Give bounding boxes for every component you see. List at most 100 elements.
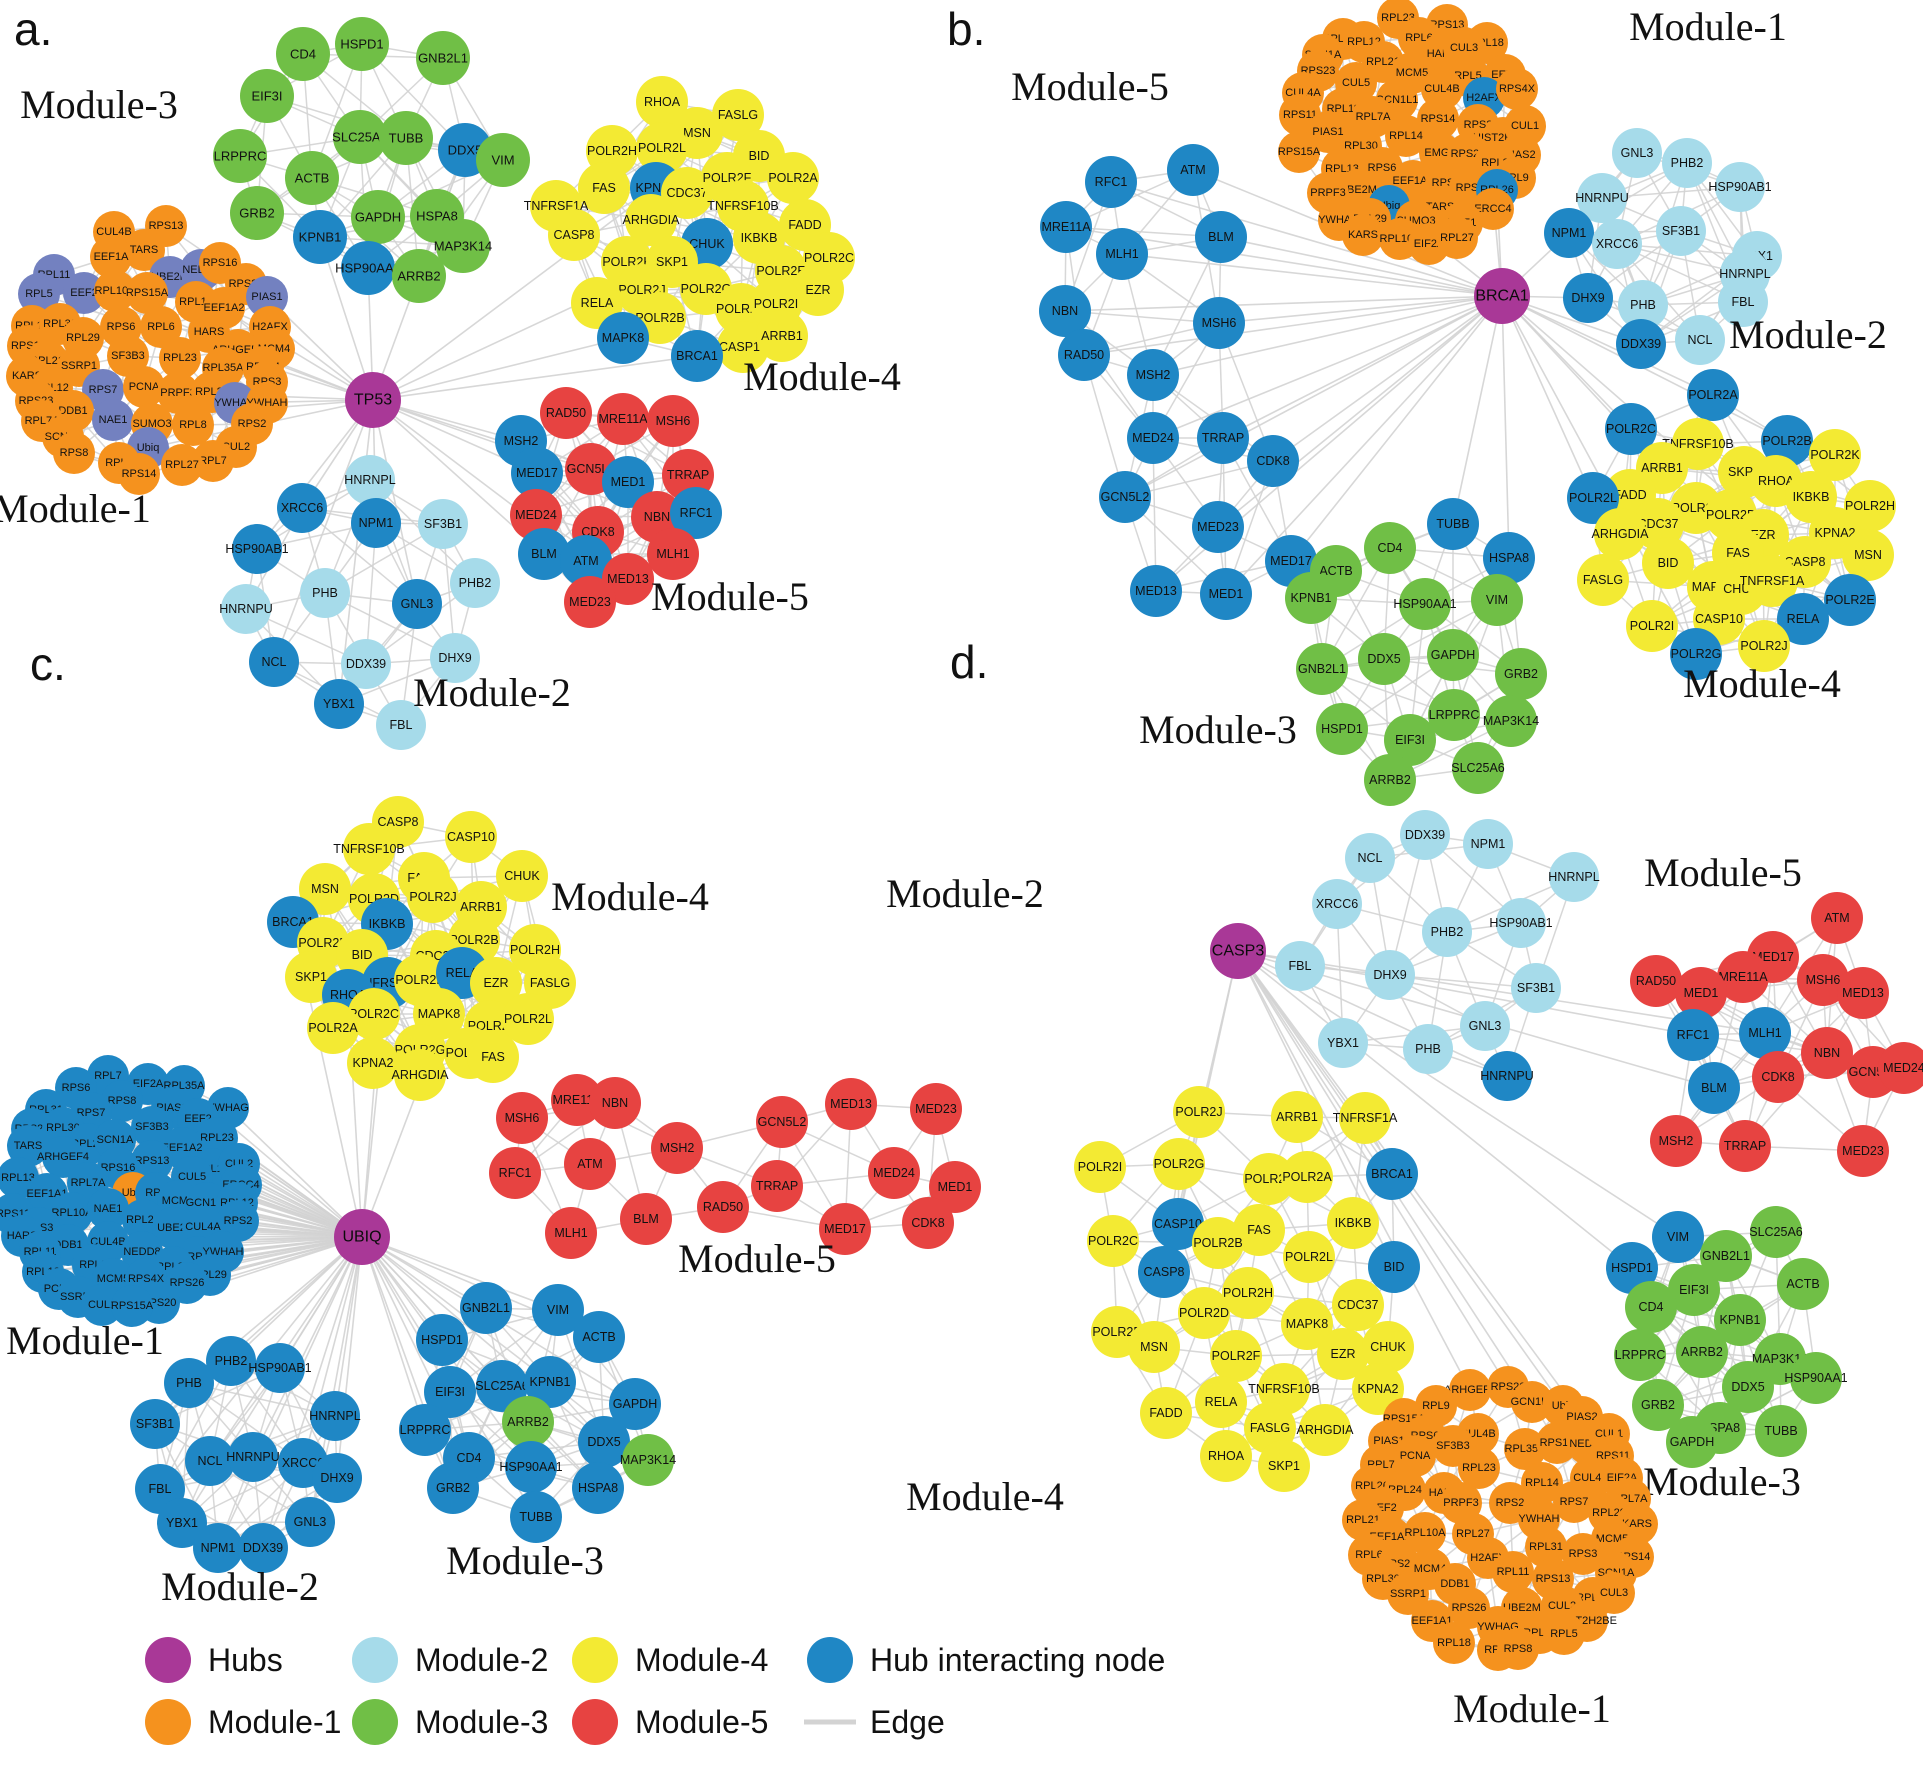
node-RPS8[interactable]: RPS8 bbox=[1497, 1628, 1539, 1670]
node-ACTB[interactable]: ACTB bbox=[573, 1311, 625, 1363]
node-circle-FBL[interactable] bbox=[376, 700, 426, 750]
node-DDX39[interactable]: DDX39 bbox=[1616, 319, 1666, 369]
node-circle-TARS[interactable] bbox=[123, 229, 165, 271]
node-circle-RPS8[interactable] bbox=[53, 432, 95, 474]
node-KPNB1[interactable]: KPNB1 bbox=[293, 210, 347, 264]
node-NBN[interactable]: NBN bbox=[1801, 1027, 1853, 1079]
node-circle-PHB2[interactable] bbox=[450, 558, 500, 608]
node-ARRB1[interactable]: ARRB1 bbox=[1271, 1091, 1323, 1143]
node-circle-ARHGDIA[interactable] bbox=[625, 194, 677, 246]
node-TUBB[interactable]: TUBB bbox=[510, 1491, 562, 1543]
node-VIM[interactable]: VIM bbox=[1652, 1211, 1704, 1263]
node-circle-TUBB[interactable] bbox=[379, 111, 433, 165]
node-GRB2[interactable]: GRB2 bbox=[427, 1462, 479, 1514]
node-HSP90AB1[interactable]: HSP90AB1 bbox=[225, 524, 289, 574]
node-POLR2B[interactable]: POLR2B bbox=[1192, 1217, 1244, 1269]
node-FASLG[interactable]: FASLG bbox=[1577, 554, 1629, 606]
node-circle-ARRB2[interactable] bbox=[392, 249, 446, 303]
node-circle-SF3B1[interactable] bbox=[418, 499, 468, 549]
node-circle-RPL10A[interactable] bbox=[94, 270, 136, 312]
node-RAD50[interactable]: RAD50 bbox=[1630, 955, 1682, 1007]
node-circle-RPL23[interactable] bbox=[159, 337, 201, 379]
node-circle-POLR2A[interactable] bbox=[767, 152, 819, 204]
hub-node-brca1[interactable]: BRCA1 bbox=[1474, 268, 1530, 324]
node-MLH1[interactable]: MLH1 bbox=[647, 528, 699, 580]
node-circle-RPS14[interactable] bbox=[118, 453, 160, 495]
node-MED1[interactable]: MED1 bbox=[1200, 568, 1252, 620]
node-MED24[interactable]: MED24 bbox=[510, 489, 562, 541]
node-RPL8[interactable]: RPL8 bbox=[172, 404, 214, 446]
node-POLR2I[interactable]: POLR2I bbox=[1626, 600, 1678, 652]
hub-node-casp3[interactable]: CASP3 bbox=[1210, 923, 1266, 979]
node-MED24[interactable]: MED24 bbox=[1127, 412, 1179, 464]
node-FBL[interactable]: FBL bbox=[376, 700, 426, 750]
node-circle-BLM[interactable] bbox=[518, 528, 570, 580]
hub-node-tp53[interactable]: TP53 bbox=[345, 372, 401, 428]
node-circle-RPL7[interactable] bbox=[192, 440, 234, 482]
node-SKP1[interactable]: SKP1 bbox=[1258, 1440, 1310, 1492]
node-POLR2A[interactable]: POLR2A bbox=[307, 1002, 359, 1054]
node-circle-HSP90AB1[interactable] bbox=[232, 524, 282, 574]
node-circle-YBX1[interactable] bbox=[314, 679, 364, 729]
node-GAPDH[interactable]: GAPDH bbox=[351, 190, 405, 244]
node-XRCC6[interactable]: XRCC6 bbox=[1312, 879, 1362, 929]
node-EEF2[interactable]: EEF2 bbox=[63, 272, 105, 314]
node-GNL3[interactable]: GNL3 bbox=[1612, 128, 1662, 178]
node-circle-CD4[interactable] bbox=[276, 27, 330, 81]
node-LRPPRC[interactable]: LRPPRC bbox=[1428, 689, 1480, 741]
node-SF3B1[interactable]: SF3B1 bbox=[418, 499, 468, 549]
node-circle-ACTB[interactable] bbox=[285, 151, 339, 205]
node-circle-MAP3K14[interactable] bbox=[436, 219, 490, 273]
node-HSP90AA1[interactable]: HSP90AA1 bbox=[335, 241, 401, 295]
node-MRE11A[interactable]: MRE11A bbox=[1040, 201, 1092, 253]
node-POLR2L[interactable]: POLR2L bbox=[1283, 1231, 1335, 1283]
node-GRB2[interactable]: GRB2 bbox=[230, 186, 284, 240]
node-MLH1[interactable]: MLH1 bbox=[545, 1207, 597, 1259]
node-circle-FAS[interactable] bbox=[578, 162, 630, 214]
node-CD4[interactable]: CD4 bbox=[1625, 1281, 1677, 1333]
node-NCL[interactable]: NCL bbox=[249, 637, 299, 687]
node-HNRNPU[interactable]: HNRNPU bbox=[1480, 1051, 1534, 1101]
node-XRCC6[interactable]: XRCC6 bbox=[1592, 219, 1642, 269]
node-GNB2L1[interactable]: GNB2L1 bbox=[416, 31, 470, 85]
node-GNB2L1[interactable]: GNB2L1 bbox=[460, 1282, 512, 1334]
node-circle-HSP90AA1[interactable] bbox=[341, 241, 395, 295]
node-DDX39[interactable]: DDX39 bbox=[1400, 810, 1450, 860]
node-HSPA8[interactable]: HSPA8 bbox=[572, 1462, 624, 1514]
node-circle-GRB2[interactable] bbox=[230, 186, 284, 240]
node-MSH2[interactable]: MSH2 bbox=[1650, 1115, 1702, 1167]
node-POLR2L[interactable]: POLR2L bbox=[636, 122, 688, 174]
node-CASP10[interactable]: CASP10 bbox=[717, 321, 769, 373]
node-circle-RPS15A[interactable] bbox=[126, 272, 168, 314]
node-HSP90AA1[interactable]: HSP90AA1 bbox=[1393, 578, 1457, 630]
node-circle-EIF3I[interactable] bbox=[240, 69, 294, 123]
node-HSP90AA1[interactable]: HSP90AA1 bbox=[499, 1441, 563, 1493]
node-circle-GAPDH[interactable] bbox=[351, 190, 405, 244]
node-GAPDH[interactable]: GAPDH bbox=[1427, 629, 1479, 681]
node-circle-EZR[interactable] bbox=[792, 264, 844, 316]
node-circle-MED23[interactable] bbox=[564, 576, 616, 628]
node-ACTB[interactable]: ACTB bbox=[285, 151, 339, 205]
node-RPL23[interactable]: RPL23 bbox=[159, 337, 201, 379]
node-HNRNPU[interactable]: HNRNPU bbox=[219, 584, 273, 634]
node-circle-MED17[interactable] bbox=[511, 447, 563, 499]
node-circle-MSH6[interactable] bbox=[647, 395, 699, 447]
node-NPM1[interactable]: NPM1 bbox=[1544, 208, 1594, 258]
node-MED1[interactable]: MED1 bbox=[602, 456, 654, 508]
node-RPL5[interactable]: RPL5 bbox=[1543, 1613, 1585, 1655]
node-CDK8[interactable]: CDK8 bbox=[1247, 435, 1299, 487]
node-CDC37[interactable]: CDC37 bbox=[1332, 1279, 1384, 1331]
node-circle-RFC1[interactable] bbox=[670, 487, 722, 539]
node-circle-DHX9[interactable] bbox=[430, 633, 480, 683]
node-YBX1[interactable]: YBX1 bbox=[1318, 1018, 1368, 1068]
node-XRCC6[interactable]: XRCC6 bbox=[277, 483, 327, 533]
node-DHX9[interactable]: DHX9 bbox=[1365, 950, 1415, 1000]
node-RPL27[interactable]: RPL27 bbox=[161, 444, 203, 486]
node-NCL[interactable]: NCL bbox=[1345, 833, 1395, 883]
node-GNL3[interactable]: GNL3 bbox=[1460, 1001, 1510, 1051]
node-circle-PHB[interactable] bbox=[300, 568, 350, 618]
node-MAP3K14[interactable]: MAP3K14 bbox=[434, 219, 493, 273]
node-MED17[interactable]: MED17 bbox=[511, 447, 563, 499]
node-circle-CASP8[interactable] bbox=[548, 209, 600, 261]
node-RFC1[interactable]: RFC1 bbox=[1085, 156, 1137, 208]
